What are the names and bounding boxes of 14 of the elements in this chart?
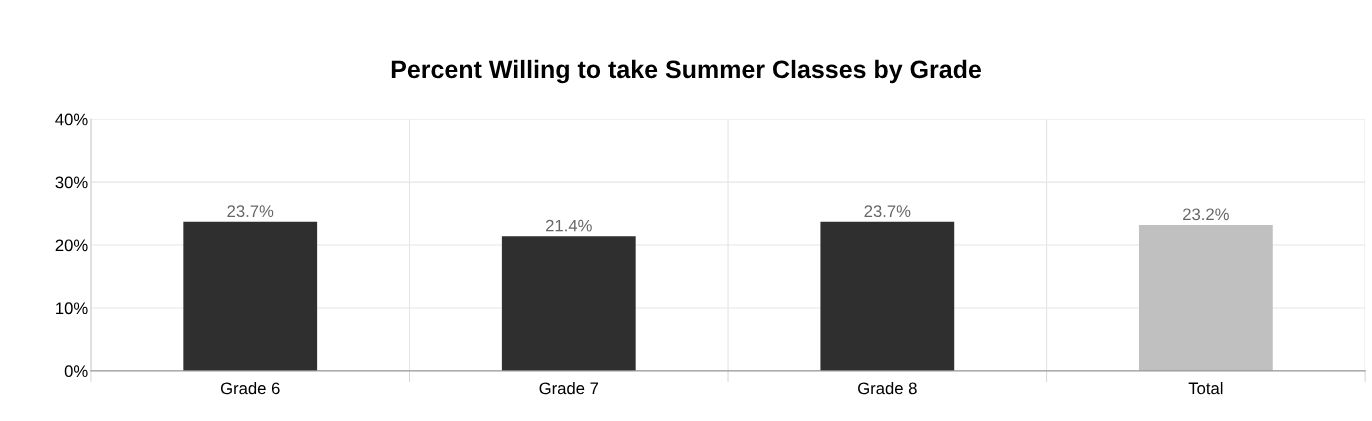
y-tick-label: 40% bbox=[55, 113, 88, 126]
y-tick-label: 0% bbox=[64, 365, 88, 378]
x-tick-label: Total bbox=[1188, 382, 1223, 395]
data-label: 21.4% bbox=[545, 219, 592, 232]
x-tick-label: Grade 7 bbox=[539, 382, 599, 395]
data-label: 23.2% bbox=[1183, 208, 1229, 221]
y-tick-label: 10% bbox=[56, 302, 88, 315]
y-tick-label: 20% bbox=[55, 239, 88, 252]
chart-title: Percent Willing to take Summer Classes by Grade bbox=[391, 59, 981, 84]
data-label: 23.7% bbox=[864, 205, 911, 218]
x-tick-label: Grade 8 bbox=[858, 382, 917, 395]
y-tick-label: 30% bbox=[55, 176, 88, 189]
x-tick-label: Grade 6 bbox=[220, 382, 280, 395]
data-label: 23.7% bbox=[227, 205, 274, 218]
